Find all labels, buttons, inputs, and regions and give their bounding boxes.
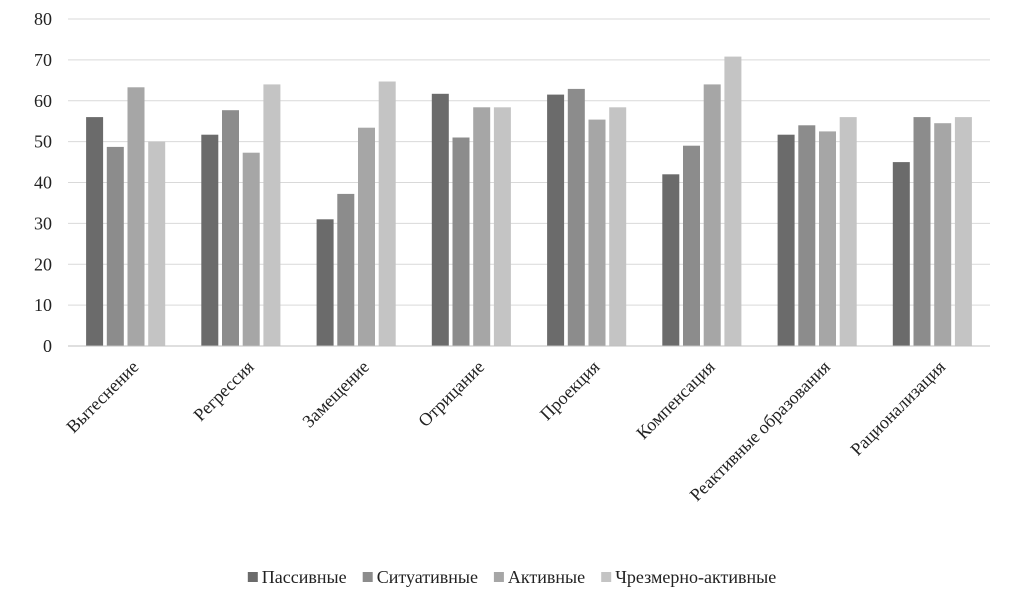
bar-4-2 <box>263 84 281 347</box>
y-tick-label: 10 <box>34 295 52 315</box>
bar-4-6 <box>724 56 742 346</box>
y-tick-label: 80 <box>34 9 52 29</box>
y-tick-label: 0 <box>43 336 52 356</box>
bar-2-7 <box>798 125 816 346</box>
bar-1-7 <box>777 134 795 346</box>
legend-item: Пассивные <box>247 567 347 587</box>
bar-1-6 <box>662 174 680 346</box>
bar-1-2 <box>201 134 219 346</box>
y-tick-label: 50 <box>34 132 52 152</box>
bar-1-1 <box>86 117 104 346</box>
bars <box>86 56 972 347</box>
y-tick-label: 60 <box>34 91 52 111</box>
bar-4-4 <box>493 107 511 346</box>
legend-label: Чрезмерно-активные <box>615 567 776 587</box>
bar-2-1 <box>106 146 124 346</box>
grid-lines <box>68 18 990 306</box>
bar-3-4 <box>473 107 491 346</box>
legend-swatch <box>601 572 612 582</box>
bar-2-3 <box>337 193 355 346</box>
bar-4-8 <box>954 117 972 346</box>
bar-3-5 <box>588 119 606 346</box>
legend-item: Чрезмерно-активные <box>601 567 776 587</box>
legend-label: Активные <box>508 567 585 587</box>
bar-4-7 <box>839 117 857 346</box>
y-tick-label: 70 <box>34 50 52 70</box>
bar-4-5 <box>609 107 627 346</box>
bar-3-8 <box>934 123 952 346</box>
bar-3-2 <box>242 152 260 346</box>
x-category-label: Проекция <box>536 357 604 425</box>
bar-3-7 <box>819 131 836 346</box>
y-tick-label: 20 <box>34 254 52 274</box>
legend-label: Пассивные <box>262 567 347 587</box>
x-axis-category-labels: Вытеснение Регрессия Замещение Отрицание Про… <box>62 357 949 505</box>
x-category-label: Компенсация <box>632 357 718 443</box>
bar-2-5 <box>567 88 585 347</box>
y-tick-label: 40 <box>34 173 52 193</box>
legend-swatch <box>362 572 373 582</box>
bar-2-8 <box>913 117 931 346</box>
bar-3-3 <box>358 127 375 346</box>
x-category-label: Замещение <box>298 357 373 432</box>
x-category-label: Рационализация <box>846 357 949 460</box>
legend: Пассивные Ситуативные Активные Чрезмерно-ак… <box>247 567 776 587</box>
bar-4-1 <box>148 141 166 346</box>
bar-2-6 <box>683 145 700 346</box>
bar-1-3 <box>316 219 334 346</box>
bar-2-4 <box>452 137 470 346</box>
legend-swatch <box>493 572 504 582</box>
x-category-label: Регрессия <box>189 357 257 425</box>
bar-1-8 <box>892 162 910 346</box>
bar-1-4 <box>431 93 449 346</box>
legend-item: Ситуативные <box>362 567 478 587</box>
bar-4-3 <box>378 81 396 346</box>
y-tick-label: 30 <box>34 213 52 233</box>
y-axis-ticks: 0 10 20 30 40 50 60 70 80 <box>34 9 52 356</box>
legend-swatch <box>247 572 258 582</box>
bar-1-5 <box>547 94 565 346</box>
legend-label: Ситуативные <box>377 567 478 587</box>
legend-item: Активные <box>493 567 585 587</box>
bar-3-1 <box>127 87 145 347</box>
x-category-label: Отрицание <box>414 357 488 431</box>
x-category-label: Вытеснение <box>62 357 142 437</box>
bar-2-2 <box>222 110 239 346</box>
bar-3-6 <box>703 84 721 347</box>
